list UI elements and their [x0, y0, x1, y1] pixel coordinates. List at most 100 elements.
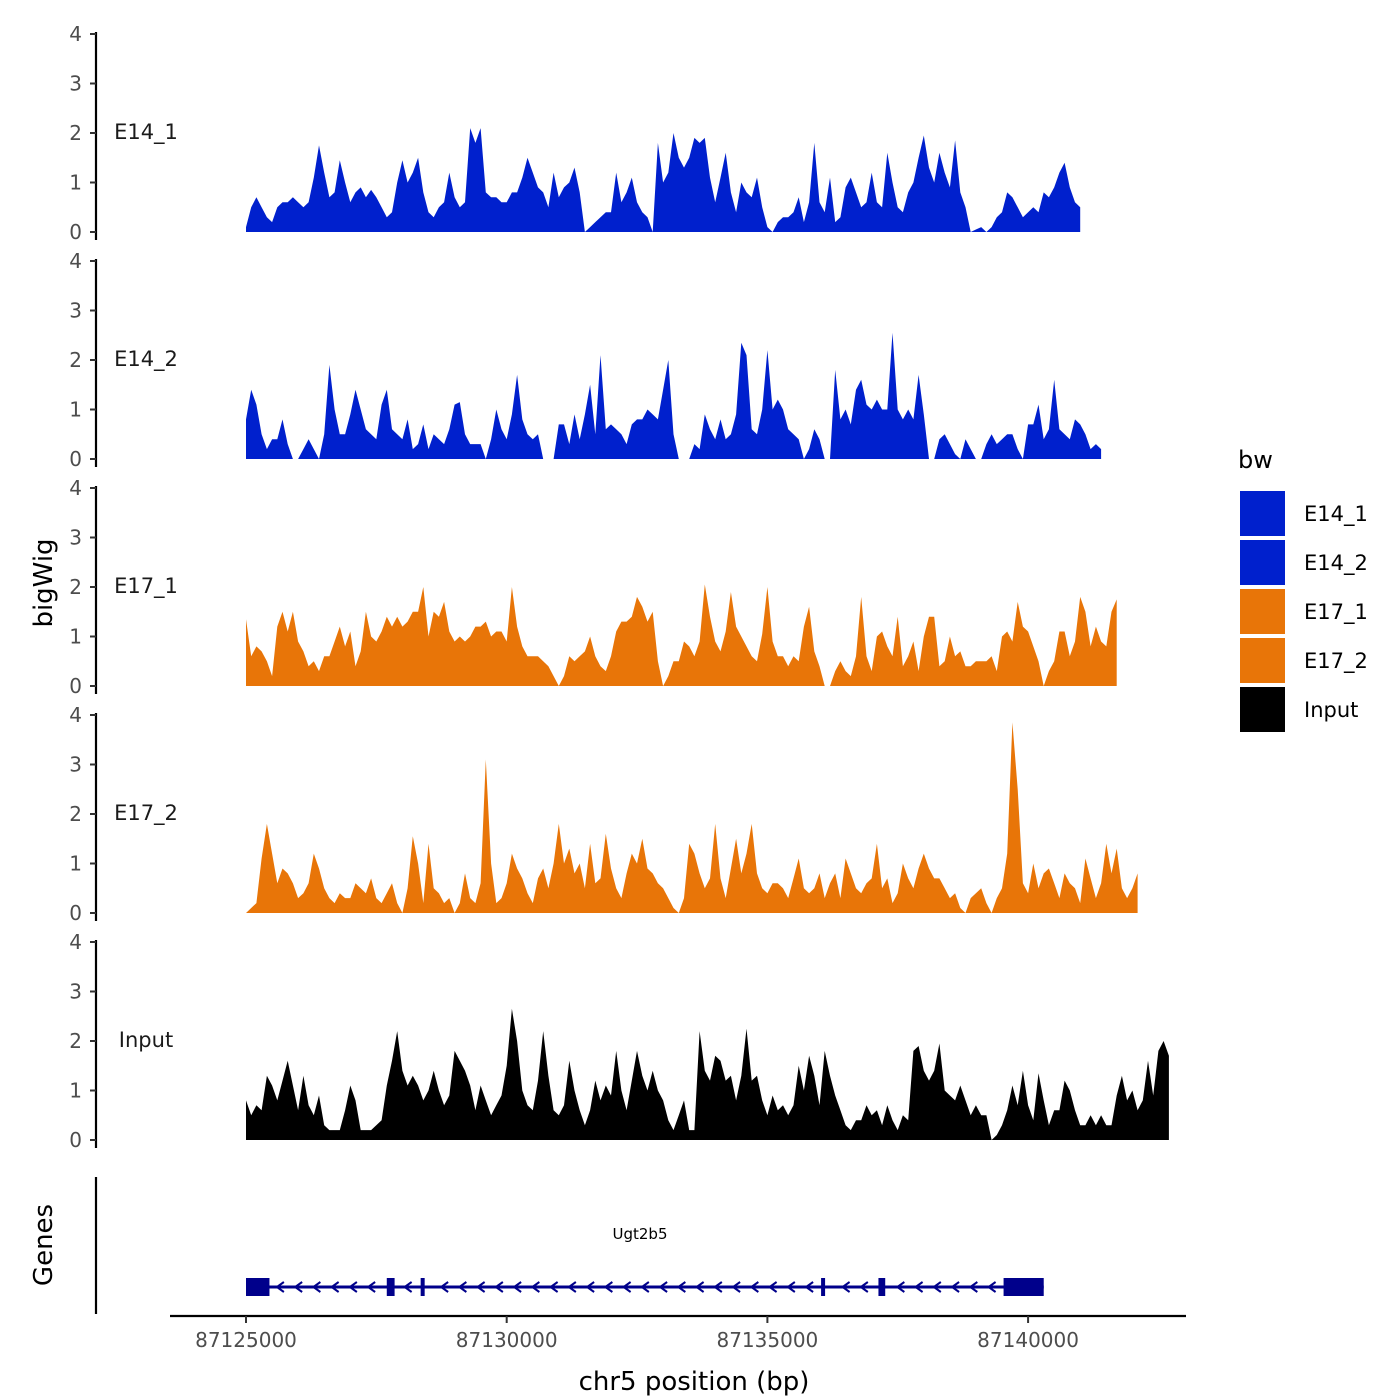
strand-arrow	[621, 1281, 632, 1293]
y-axis-title: bigWig	[29, 538, 59, 627]
legend-label: Input	[1304, 698, 1358, 722]
track-Input: 0 1 2 3 4 Input	[69, 930, 1169, 1152]
y-tick-label: 0	[69, 1128, 82, 1152]
signal-area-E17_2	[246, 722, 1138, 913]
track-E14_1: 0 1 2 3 4 E14_1	[69, 22, 1081, 244]
gene-exon	[386, 1278, 395, 1296]
strand-arrow	[749, 1281, 759, 1293]
strand-arrow	[366, 1281, 376, 1293]
strand-arrow	[567, 1281, 577, 1293]
strand-arrow	[530, 1281, 540, 1293]
y-tick-label: 3	[69, 526, 82, 550]
legend-item-E17_2: E17_2	[1240, 638, 1368, 683]
y-tick-label: 0	[69, 674, 82, 698]
legend-item-Input: Input	[1240, 687, 1358, 732]
track-label-E17_1: E17_1	[114, 574, 178, 599]
y-tick-label: 2	[69, 575, 82, 599]
y-tick-label: 3	[69, 980, 82, 1004]
gene-label: Ugt2b5	[613, 1225, 668, 1243]
strand-arrow	[402, 1281, 413, 1293]
y-tick-label: 2	[69, 802, 82, 826]
track-label-E14_2: E14_2	[114, 347, 178, 372]
x-tick-label: 87140000	[977, 1328, 1079, 1352]
legend: bw E14_1 E14_2 E17_1 E17_2 Input	[1238, 446, 1368, 732]
x-axis: 87125000 87130000 87135000 87140000 chr5 po…	[170, 1314, 1186, 1397]
legend-label: E14_2	[1304, 551, 1368, 576]
strand-arrow	[548, 1281, 559, 1293]
strand-arrow	[311, 1281, 321, 1293]
strand-arrow	[786, 1281, 796, 1293]
strand-arrow	[640, 1281, 650, 1293]
strand-arrow	[293, 1281, 303, 1293]
legend-title: bw	[1238, 446, 1273, 474]
strand-arrow	[494, 1281, 504, 1293]
track-E17_1: 0 1 2 3 4 E17_1	[69, 476, 1117, 698]
y-tick-label: 3	[69, 753, 82, 777]
gene-model	[246, 1278, 1044, 1296]
track-label-E14_1: E14_1	[114, 120, 178, 145]
strand-arrow	[694, 1281, 705, 1293]
strand-arrow	[275, 1281, 285, 1293]
signal-tracks: 0 1 2 3 4 E14_1 0 1 2 3 4 E14_2 0 1 2 3 4 E17_1 0 1 2 3 4 E17_2…	[69, 22, 1169, 1152]
y-tick-label: 4	[69, 22, 82, 46]
strand-arrow	[658, 1281, 668, 1293]
strand-arrow	[986, 1281, 997, 1293]
y-tick-label: 0	[69, 447, 82, 471]
strand-arrow	[950, 1281, 960, 1293]
strand-arrow	[932, 1281, 942, 1293]
strand-arrow	[731, 1281, 741, 1293]
legend-label: E17_2	[1304, 649, 1368, 674]
gene-exon	[878, 1278, 886, 1296]
y-tick-label: 1	[69, 625, 82, 649]
signal-area-E14_2	[246, 332, 1102, 459]
x-axis-title: chr5 position (bp)	[579, 1367, 810, 1397]
y-tick-label: 2	[69, 1029, 82, 1053]
strand-arrow	[713, 1281, 723, 1293]
signal-area-Input	[246, 1008, 1169, 1140]
strand-arrow	[767, 1281, 778, 1293]
strand-arrow	[859, 1281, 869, 1293]
y-tick-label: 4	[69, 476, 82, 500]
y-tick-label: 2	[69, 348, 82, 372]
legend-swatch	[1240, 540, 1285, 585]
x-tick-label: 87125000	[195, 1328, 297, 1352]
legend-item-E17_1: E17_1	[1240, 589, 1368, 634]
legend-item-E14_2: E14_2	[1240, 540, 1368, 585]
track-E17_2: 0 1 2 3 4 E17_2	[69, 703, 1138, 925]
gene-panel: Genes Ugt2b5	[29, 1177, 1044, 1314]
y-tick-label: 0	[69, 220, 82, 244]
strand-arrow	[348, 1281, 358, 1293]
x-tick-label: 87135000	[716, 1328, 818, 1352]
y-tick-label: 4	[69, 249, 82, 273]
strand-arrow	[512, 1281, 522, 1293]
legend-label: E14_1	[1304, 502, 1368, 527]
track-E14_2: 0 1 2 3 4 E14_2	[69, 249, 1102, 471]
legend-item-E14_1: E14_1	[1240, 491, 1368, 536]
strand-arrow	[840, 1281, 851, 1293]
legend-swatch	[1240, 687, 1285, 732]
gene-exon	[821, 1278, 826, 1296]
strand-arrow	[968, 1281, 978, 1293]
y-tick-label: 3	[69, 72, 82, 96]
y-tick-label: 1	[69, 852, 82, 876]
y-tick-label: 3	[69, 299, 82, 323]
strand-arrow	[804, 1281, 814, 1293]
strand-arrow	[895, 1281, 905, 1293]
strand-arrow	[329, 1281, 340, 1293]
strand-arrow	[457, 1281, 467, 1293]
legend-swatch	[1240, 589, 1285, 634]
y-tick-label: 2	[69, 121, 82, 145]
x-tick-label: 87130000	[456, 1328, 558, 1352]
gene-exon	[246, 1278, 270, 1296]
y-tick-label: 4	[69, 703, 82, 727]
y-tick-label: 4	[69, 930, 82, 954]
y-tick-label: 1	[69, 171, 82, 195]
signal-area-E14_1	[246, 128, 1081, 232]
strand-arrow	[913, 1281, 924, 1293]
signal-area-E17_1	[246, 584, 1117, 686]
legend-label: E17_1	[1304, 600, 1368, 625]
strand-arrow	[475, 1281, 486, 1293]
strand-arrow	[603, 1281, 613, 1293]
track-label-E17_2: E17_2	[114, 801, 178, 826]
